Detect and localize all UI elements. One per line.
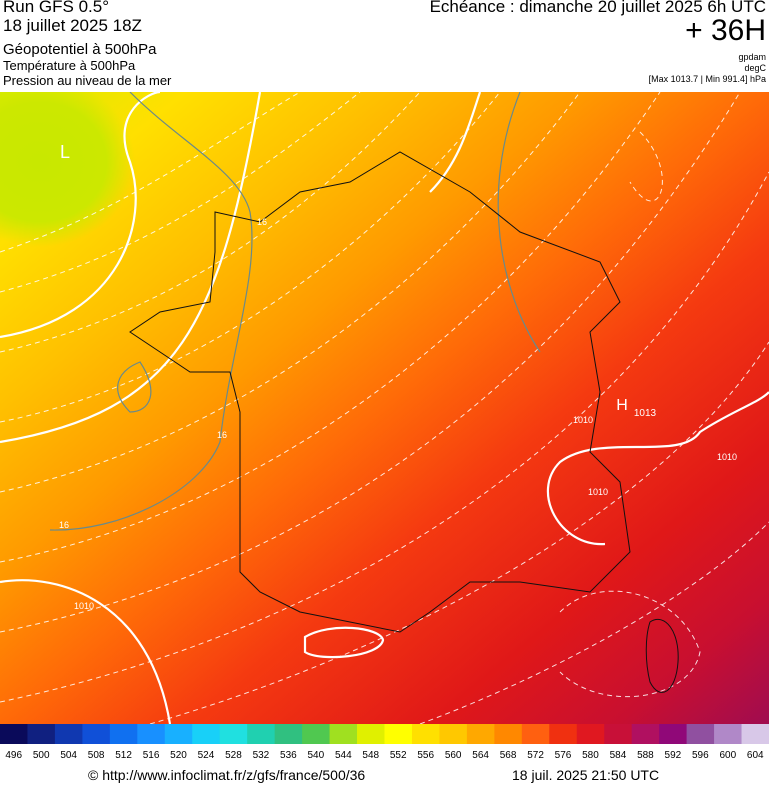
colorbar-swatch [631,724,660,744]
unit-label: gpdam [738,52,766,62]
colorbar-label: 520 [170,750,187,761]
colorbar-swatch [0,724,28,744]
colorbar-swatch [247,724,276,744]
colorbar-label: 588 [637,750,654,761]
colorbar-label: 572 [527,750,544,761]
map-label: 16 [217,430,227,440]
map-label: 1010 [74,601,94,611]
run-date: 18 juillet 2025 18Z [3,16,142,35]
colorbar-label: 516 [143,750,160,761]
colorbar-swatch [604,724,633,744]
colorbar-label: 536 [280,750,297,761]
colorbar-label: 604 [747,750,764,761]
colorbar-label: 576 [555,750,572,761]
colorbar-label: 600 [719,750,736,761]
isobars [0,92,769,724]
colorbar-label: 592 [665,750,682,761]
colorbar-label: 580 [582,750,599,761]
colorbar-swatch [137,724,166,744]
colorbar-swatch [549,724,578,744]
colorbar-swatch [329,724,358,744]
colorbar-swatch [494,724,523,744]
source-url: © http://www.infoclimat.fr/z/gfs/france/… [88,767,366,783]
colorbar-label: 504 [60,750,77,761]
unit-label: degC [744,63,766,73]
field-label: Géopotentiel à 500hPa [3,41,157,58]
lead-time: + 36H [685,14,766,47]
colorbar-swatch [302,724,331,744]
colorbar-swatch [219,724,248,744]
temperature-contours [49,92,541,531]
geopotential-contours [0,92,769,724]
field-label: Pression au niveau de la mer [3,73,172,88]
map-label: 16 [257,217,267,227]
map-label: 1010 [573,415,593,425]
colorbar-swatch [741,724,769,744]
field-label: Température à 500hPa [3,58,136,73]
generated-time: 18 juil. 2025 21:50 UTC [512,767,660,783]
colorbar-label: 532 [253,750,270,761]
colorbar-swatch [714,724,743,744]
colorbar-swatch [521,724,550,744]
colorbar-label: 556 [417,750,434,761]
run-title: Run GFS 0.5° [3,0,110,16]
colorbar-label: 568 [500,750,517,761]
map-label: 16 [59,520,69,530]
colorbar-label: 496 [5,750,22,761]
colorbar-label: 544 [335,750,352,761]
map-label: 1010 [588,487,608,497]
island-outline [645,619,679,693]
map-label: 1013 [634,408,657,419]
colorbar-swatch [192,724,221,744]
colorbar-swatch [466,724,495,744]
colorbar-swatch [411,724,440,744]
valid-time: Echéance : dimanche 20 juillet 2025 6h U… [429,0,766,16]
colorbar-label: 512 [115,750,132,761]
colorbar-swatch [439,724,468,744]
colorbar: 496 500 504 508 512 516 520 524 528 532 536 540 544 5… [0,724,769,761]
colorbar-label: 524 [198,750,215,761]
colorbar-label: 564 [472,750,489,761]
colorbar-swatch [659,724,688,744]
colorbar-label: 548 [362,750,379,761]
country-outline [129,151,631,633]
colorbar-swatch [27,724,56,744]
map-label: 1010 [717,452,737,462]
pressure-range: [Max 1013.7 | Min 991.4] hPa [648,74,766,84]
colorbar-label: 596 [692,750,709,761]
map-label: L [60,142,70,162]
colorbar-swatch [82,724,111,744]
map-label: H [616,397,628,414]
colorbar-label: 500 [33,750,50,761]
colorbar-swatch [274,724,303,744]
colorbar-swatch [576,724,605,744]
colorbar-label: 552 [390,750,407,761]
colorbar-swatch [54,724,83,744]
colorbar-label: 560 [445,750,462,761]
colorbar-label: 584 [610,750,627,761]
colorbar-swatch [109,724,138,744]
map: L H 1013 1010 1010 1010 1010 16 16 16 [0,92,769,724]
colorbar-swatch [384,724,413,744]
colorbar-label: 528 [225,750,242,761]
colorbar-swatch [357,724,385,744]
colorbar-label: 540 [307,750,324,761]
colorbar-swatch [686,724,715,744]
colorbar-swatch [164,724,193,744]
cold-area [0,92,135,247]
colorbar-label: 508 [88,750,105,761]
